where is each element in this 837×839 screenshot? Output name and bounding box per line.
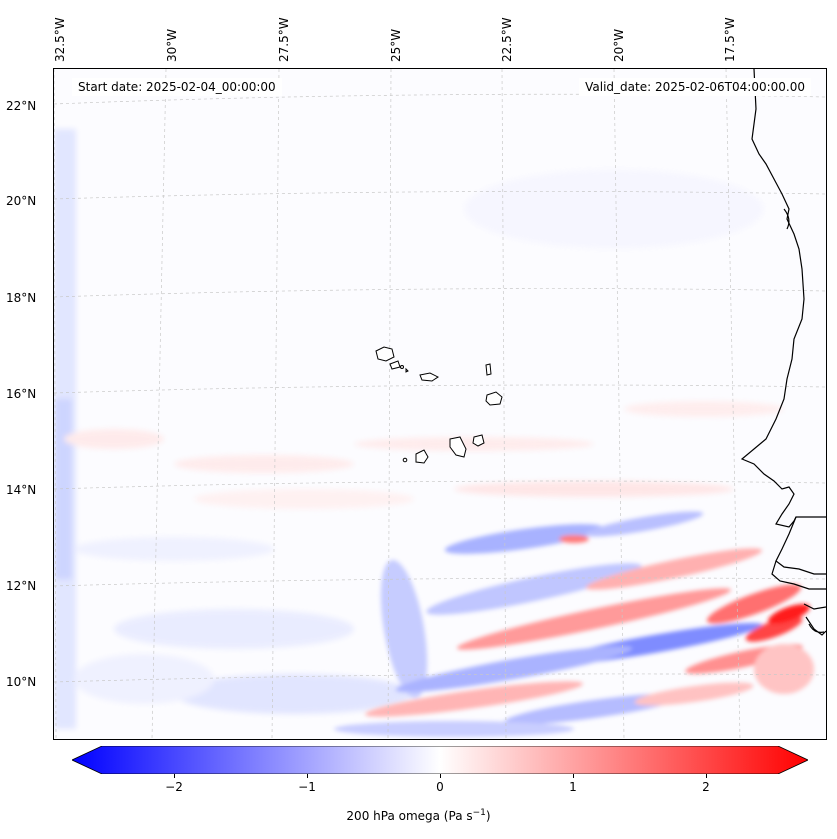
colorbar-tickmark [440,774,441,778]
colorbar-tick-label: 1 [569,780,577,794]
lat-label: 22°N [6,99,37,113]
colorbar-tick-label: 0 [436,780,444,794]
lon-label: 22.5°W [500,17,514,62]
colorbar-label-close: ) [485,809,491,823]
colorbar-tickmark [174,774,175,778]
colorbar-tickmark [573,774,574,778]
omega-field-strong [334,511,814,737]
lon-label: 30°W [165,28,179,62]
lon-label: 32.5°W [53,17,67,62]
map-panel[interactable] [53,68,827,740]
lon-label: 20°W [612,28,626,62]
lat-label: 12°N [6,579,37,593]
omega-field-weak [54,129,784,729]
colorbar-label-main: 200 hPa omega (Pa s [346,809,473,823]
coastline [740,69,826,636]
lat-label: 10°N [6,675,37,689]
lat-label: 14°N [6,483,37,497]
valid-date-label: Valid_date: 2025-02-06T04:00:00.00 [579,78,811,96]
colorbar-tick-label: −2 [165,780,183,794]
cape-verde-islands [375,346,503,464]
colorbar-gradient [71,745,809,775]
lon-label: 27.5°W [277,17,291,62]
lat-label: 20°N [6,194,37,208]
gridlines [54,69,826,739]
colorbar-tick-label: 2 [702,780,710,794]
colorbar-tickmark [307,774,308,778]
start-date-label: Start date: 2025-02-04_00:00:00 [72,78,282,96]
lon-label: 25°W [389,28,403,62]
lat-label: 18°N [6,291,37,305]
colorbar-tickmark [706,774,707,778]
lat-label: 16°N [6,387,37,401]
omega-field-map [54,69,826,739]
colorbar-label: 200 hPa omega (Pa s−1) [0,808,837,823]
lon-label: 17.5°W [723,17,737,62]
colorbar-label-exponent: −1 [472,808,486,818]
colorbar [71,745,809,775]
colorbar-tick-label: −1 [298,780,316,794]
